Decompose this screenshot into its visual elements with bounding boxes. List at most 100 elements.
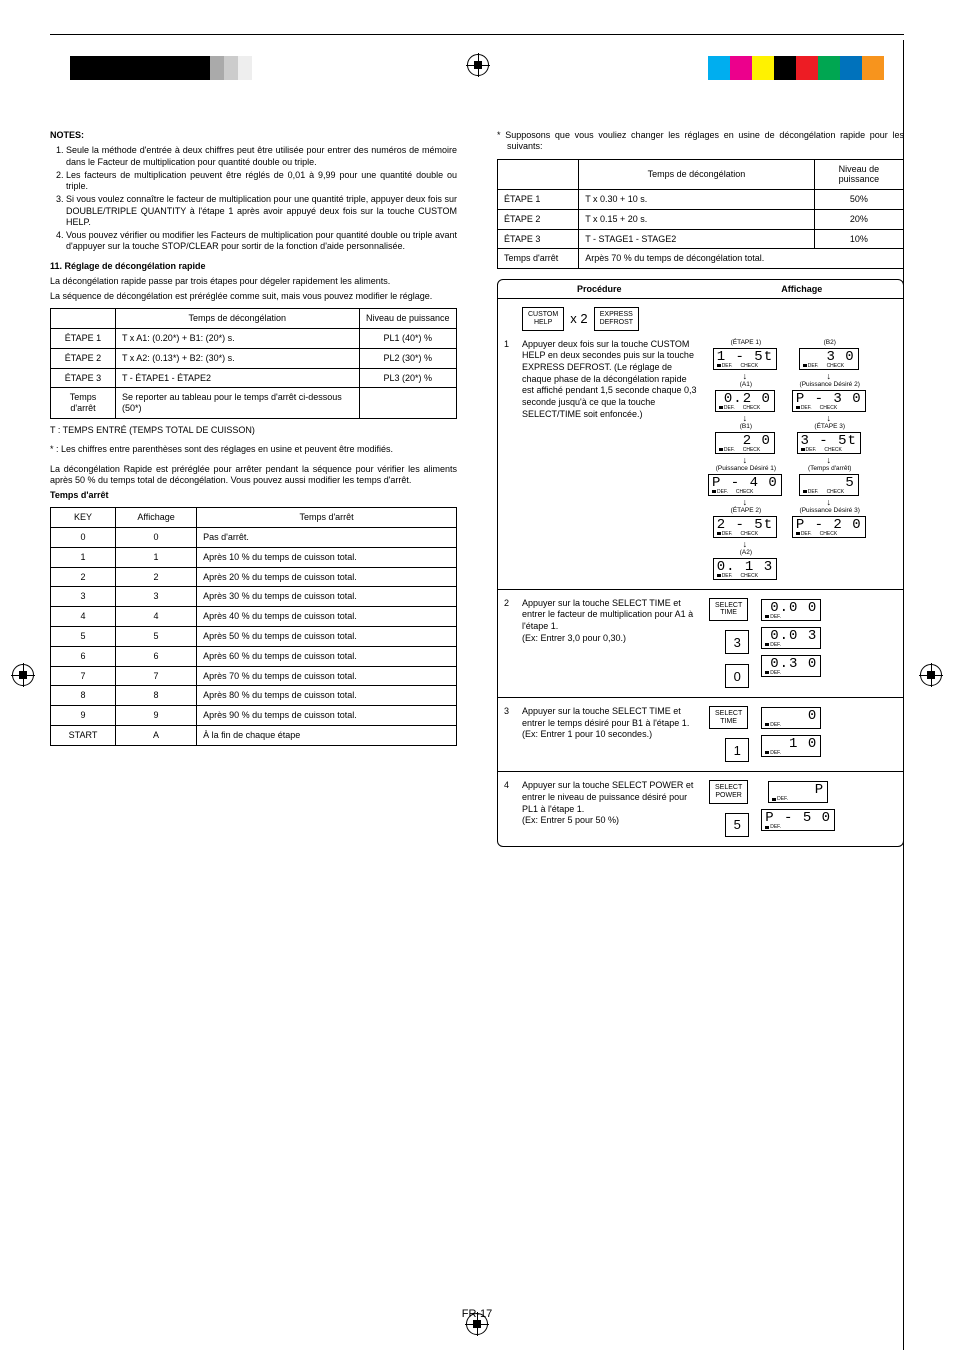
example-settings-table: Temps de décongélation Niveau de puissan… — [497, 159, 904, 270]
lcd-display: 0.3 0DEF. — [761, 655, 821, 677]
crop-line — [50, 34, 904, 35]
cell: T x A2: (0.13*) + B2: (30*) s. — [115, 348, 359, 368]
lcd-display: 0.2 0DEF.CHECK — [715, 390, 775, 412]
cell: T x 0.30 + 10 s. — [579, 190, 815, 210]
keypad-1-button[interactable]: 1 — [725, 738, 749, 762]
section-heading: 11. Réglage de décongélation rapide — [50, 261, 457, 272]
table-header: Niveau de puissance — [359, 309, 456, 329]
arrow-down-icon — [743, 371, 748, 381]
select-power-button[interactable]: SELECT POWER — [709, 780, 748, 803]
cell: Après 10 % du temps de cuisson total. — [197, 547, 457, 567]
table-row: 88Après 80 % du temps de cuisson total. — [51, 686, 457, 706]
lcd-label: (A1) — [740, 381, 752, 388]
cell: 0 — [115, 528, 196, 548]
table-row: 00Pas d'arrêt. — [51, 528, 457, 548]
cell: 7 — [115, 666, 196, 686]
arrow-down-icon — [743, 539, 748, 549]
header-display: Affichage — [701, 280, 904, 298]
cell: Temps d'arrêt — [498, 249, 579, 269]
note-item: Les facteurs de multiplication peuvent ê… — [66, 170, 457, 193]
cell: ÉTAPE 2 — [498, 209, 579, 229]
custom-help-button[interactable]: CUSTOM HELP — [522, 307, 564, 330]
select-time-button[interactable]: SELECT TIME — [709, 598, 748, 621]
register-mark-icon — [466, 1313, 488, 1335]
cell: Arpès 70 % du temps de décongélation tot… — [579, 249, 904, 269]
table-header: Affichage — [115, 508, 196, 528]
table-header: Temps de décongélation — [115, 309, 359, 329]
express-defrost-button[interactable]: EXPRESS DEFROST — [594, 307, 639, 330]
cell: T x 0.15 + 20 s. — [579, 209, 815, 229]
lcd-display: PDEF. — [768, 781, 828, 803]
cell: À la fin de chaque étape — [197, 726, 457, 746]
lcd-display: 1 - 5tDEF.CHECK — [713, 348, 777, 370]
procedure-step-2: 2 Appuyer sur la touche SELECT TIME et e… — [498, 590, 903, 698]
cell: Après 90 % du temps de cuisson total. — [197, 706, 457, 726]
lcd-display: 0. 1 3DEF.CHECK — [713, 558, 777, 580]
table-header: Temps de décongélation — [579, 159, 815, 190]
arrow-down-icon — [743, 497, 748, 507]
lcd-label: (Puissance Désiré 2) — [800, 381, 860, 388]
cell: 6 — [115, 646, 196, 666]
lcd-display: P - 4 0DEF.CHECK — [708, 474, 782, 496]
arrow-down-icon — [826, 497, 831, 507]
lcd-display: 1 0DEF. — [761, 735, 821, 757]
table-row: 55Après 50 % du temps de cuisson total. — [51, 627, 457, 647]
step-text: Appuyer deux fois sur la touche CUSTOM H… — [522, 339, 699, 581]
cell: Après 40 % du temps de cuisson total. — [197, 607, 457, 627]
cell: PL1 (40*) % — [359, 329, 456, 349]
table-row: Temps d'arrêtArpès 70 % du temps de déco… — [498, 249, 904, 269]
cell: 50% — [814, 190, 903, 210]
cell: 8 — [115, 686, 196, 706]
table-row: 22Après 20 % du temps de cuisson total. — [51, 567, 457, 587]
note-item: Vous pouvez vérifier ou modifier les Fac… — [66, 230, 457, 253]
cell: PL3 (20*) % — [359, 368, 456, 388]
step-display: (ÉTAPE 1) 1 - 5tDEF.CHECK (A1) 0.2 0DEF.… — [707, 339, 897, 581]
lcd-display: 2 0DEF.CHECK — [715, 432, 775, 454]
body-text: La décongélation rapide passe par trois … — [50, 276, 457, 287]
cell: START — [51, 726, 116, 746]
table-row: 44Après 40 % du temps de cuisson total. — [51, 607, 457, 627]
table-header: Temps d'arrêt — [197, 508, 457, 528]
keypad-5-button[interactable]: 5 — [725, 813, 749, 837]
arrow-down-icon — [743, 413, 748, 423]
select-time-button[interactable]: SELECT TIME — [709, 706, 748, 729]
lcd-label: (ÉTAPE 2) — [731, 507, 762, 514]
cell: T - STAGE1 - STAGE2 — [579, 229, 815, 249]
procedure-header: Procédure Affichage — [498, 280, 903, 299]
lcd-label: (ÉTAPE 1) — [731, 339, 762, 346]
cell: 6 — [51, 646, 116, 666]
multiplier-text: x 2 — [570, 311, 587, 326]
table-row: 66Après 60 % du temps de cuisson total. — [51, 646, 457, 666]
lcd-label: (B1) — [740, 423, 752, 430]
table-row: ÉTAPE 3T - ÉTAPE1 - ÉTAPE2PL3 (20*) % — [51, 368, 457, 388]
cell: Après 80 % du temps de cuisson total. — [197, 686, 457, 706]
arrow-down-icon — [826, 371, 831, 381]
lcd-label: (Puissance Désiré 1) — [716, 465, 776, 472]
cell: A — [115, 726, 196, 746]
table-row: 77Après 70 % du temps de cuisson total. — [51, 666, 457, 686]
keypad-3-button[interactable]: 3 — [725, 630, 749, 654]
procedure-step-4: 4 Appuyer sur la touche SELECT POWER et … — [498, 772, 903, 845]
cell: ÉTAPE 1 — [498, 190, 579, 210]
cell: Après 30 % du temps de cuisson total. — [197, 587, 457, 607]
arrow-down-icon — [826, 413, 831, 423]
note-item: Seule la méthode d'entrée à deux chiffre… — [66, 145, 457, 168]
register-mark-icon — [467, 54, 489, 76]
cell: ÉTAPE 2 — [51, 348, 116, 368]
table-row: 11Après 10 % du temps de cuisson total. — [51, 547, 457, 567]
cell: 2 — [115, 567, 196, 587]
left-column: NOTES: Seule la méthode d'entrée à deux … — [50, 130, 457, 847]
keypad-0-button[interactable]: 0 — [725, 664, 749, 688]
table-row: ÉTAPE 1T x A1: (0.20*) + B1: (20*) s.PL1… — [51, 329, 457, 349]
table-header-row: KEY Affichage Temps d'arrêt — [51, 508, 457, 528]
lcd-display: 0.0 0DEF. — [761, 599, 821, 621]
table-row: 33Après 30 % du temps de cuisson total. — [51, 587, 457, 607]
color-bar-left — [70, 56, 252, 80]
lcd-display: 2 - 5tDEF.CHECK — [713, 516, 777, 538]
stoptime-table: KEY Affichage Temps d'arrêt 00Pas d'arrê… — [50, 507, 457, 746]
body-text: La séquence de décongélation est prérégl… — [50, 291, 457, 302]
table-row: ÉTAPE 2T x A2: (0.13*) + B2: (30*) s.PL2… — [51, 348, 457, 368]
lcd-display: P - 5 0DEF. — [761, 809, 835, 831]
table-row: ÉTAPE 1T x 0.30 + 10 s.50% — [498, 190, 904, 210]
step-number: 3 — [504, 706, 514, 763]
